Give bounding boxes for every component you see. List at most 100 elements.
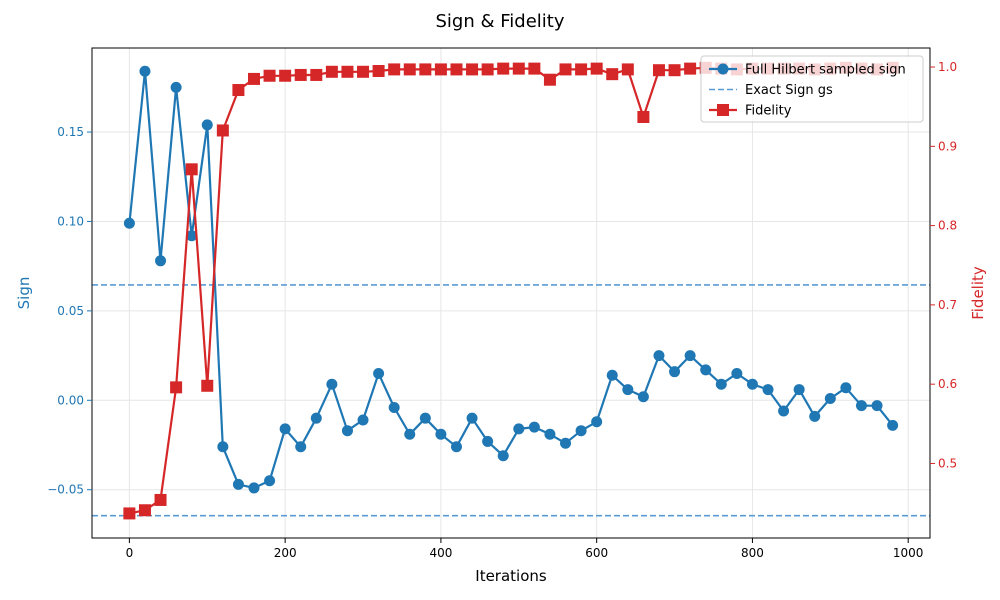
fidelity-point [543, 73, 556, 86]
series [123, 61, 899, 520]
y-right-tick-label: 1.0 [938, 60, 957, 74]
sign-point [388, 401, 400, 413]
sign-point [123, 217, 135, 229]
fidelity-point [263, 69, 276, 82]
sign-point [606, 369, 618, 381]
fidelity-point [279, 69, 292, 82]
sign-point [746, 378, 758, 390]
fidelity-point [138, 504, 151, 517]
sign-point [622, 384, 634, 396]
y-right-tick-label: 0.6 [938, 377, 957, 391]
sign-point [232, 478, 244, 490]
sign-point [248, 482, 260, 494]
sign-point [855, 400, 867, 412]
reference-lines [92, 284, 930, 517]
fidelity-point [419, 63, 432, 76]
legend-label: Exact Sign gs [745, 83, 833, 98]
fidelity-point [637, 110, 650, 123]
fidelity-line [129, 66, 893, 515]
sign-point [824, 393, 836, 405]
fidelity-point [232, 84, 245, 97]
fidelity-point [123, 507, 136, 520]
fidelity-point [466, 63, 479, 76]
fidelity-point [357, 65, 370, 78]
fidelity-point [325, 65, 338, 78]
sign-point [201, 119, 213, 131]
sign-point [170, 81, 182, 93]
sign-point [139, 65, 151, 77]
sign-point [450, 441, 462, 453]
chart-title: Sign & Fidelity [436, 11, 565, 32]
y-left-tick-label: 0.05 [57, 304, 84, 318]
sign-point [528, 421, 540, 433]
fidelity-point [606, 68, 619, 81]
y-right-tick-label: 0.5 [938, 456, 957, 470]
y-right-tick-label: 0.8 [938, 219, 957, 233]
fidelity-point [170, 381, 183, 394]
sign-point [700, 364, 712, 376]
fidelity-point [341, 65, 354, 78]
sign-point [793, 384, 805, 396]
y-left-tick-label: 0.15 [57, 125, 84, 139]
sign-point [669, 366, 681, 378]
sign-point [653, 350, 665, 362]
sign-point [373, 367, 385, 379]
fidelity-point [216, 124, 229, 137]
fidelity-point [310, 68, 323, 81]
fidelity-point [294, 68, 307, 81]
sign-point [637, 391, 649, 403]
y-left-tick-label: 0.10 [57, 214, 84, 228]
sign-point [871, 400, 883, 412]
x-tick-label: 1000 [893, 546, 924, 560]
legend-label: Full Hilbert sampled sign [745, 63, 906, 78]
sign-point [155, 255, 167, 267]
sign-point [264, 475, 276, 487]
sign-point [419, 412, 431, 424]
sign-point [715, 378, 727, 390]
sign-point [762, 384, 774, 396]
fidelity-point [201, 379, 214, 392]
sign-point [357, 414, 369, 426]
sign-point [341, 425, 353, 437]
x-axis: 0 200 400 600 800 1000 [126, 538, 924, 560]
fidelity-point [668, 64, 681, 77]
legend-square-marker [717, 104, 729, 116]
sign-line [128, 70, 894, 489]
fidelity-point [481, 63, 494, 76]
y-right-tick-label: 0.9 [938, 139, 957, 153]
y-left-tick-label: −0.05 [47, 483, 84, 497]
x-tick-label: 200 [274, 546, 297, 560]
legend: Full Hilbert sampled sign Exact Sign gs Fi… [700, 55, 924, 123]
sign-point [684, 350, 696, 362]
x-tick-label: 0 [126, 546, 134, 560]
fidelity-point [372, 64, 385, 77]
grid [92, 48, 930, 538]
sign-point [217, 441, 229, 453]
legend-circle-marker [717, 63, 729, 75]
y-axis-label-right: Fidelity [969, 266, 987, 320]
plot-frame [91, 47, 931, 539]
sign-point [279, 423, 291, 435]
fidelity-point [450, 63, 463, 76]
fidelity-point [154, 493, 167, 506]
sign-point [497, 450, 509, 462]
sign-point [591, 416, 603, 428]
x-tick-label: 600 [585, 546, 608, 560]
sign-point [310, 412, 322, 424]
y-axis-left: −0.05 0.00 0.05 0.10 0.15 [47, 125, 92, 497]
sign-point [778, 405, 790, 417]
fidelity-point [575, 63, 588, 76]
fidelity-point [403, 63, 416, 76]
legend-label: Fidelity [745, 104, 792, 119]
legend-box [700, 55, 924, 123]
y-axis-right: 0.5 0.6 0.7 0.8 0.9 1.0 [930, 60, 957, 470]
sign-point [326, 378, 338, 390]
fidelity-point [185, 163, 198, 176]
fidelity-point [434, 63, 447, 76]
x-tick-label: 800 [741, 546, 764, 560]
x-tick-label: 400 [429, 546, 452, 560]
sign-point [186, 230, 198, 242]
sign-point [482, 435, 494, 447]
fidelity-point [590, 62, 603, 75]
